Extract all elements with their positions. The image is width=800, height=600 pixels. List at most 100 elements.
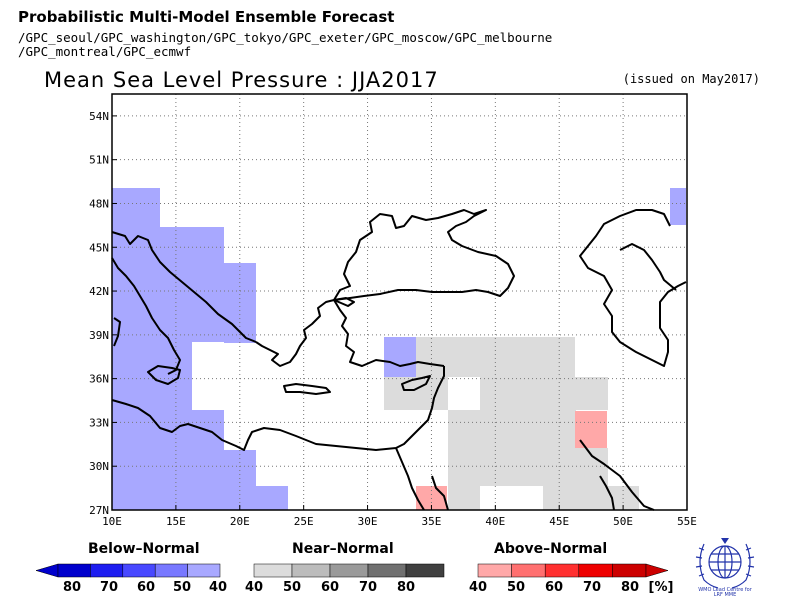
map-title: Mean Sea Level Pressure : JJA2017	[44, 68, 439, 92]
legend-near-swatch	[291, 563, 331, 578]
legend-below-label: 50	[172, 580, 192, 595]
cell-near	[384, 377, 448, 410]
legend-near-swatch	[367, 563, 407, 578]
legend-below-swatch	[90, 563, 124, 578]
coast-black-sea	[333, 209, 515, 301]
cell-near	[543, 486, 639, 510]
coast-north-africa	[111, 366, 445, 451]
below-normal-cells	[112, 188, 686, 510]
lat-tick-label: 48N	[89, 197, 109, 210]
cell-below	[256, 486, 288, 510]
legend-below-arrow	[35, 563, 59, 578]
gpc-list-line-1: /GPC_seoul/GPC_washington/GPC_tokyo/GPC_…	[18, 30, 553, 45]
lon-tick-label: 30E	[358, 515, 378, 528]
product-title: Probabilistic Multi-Model Ensemble Forec…	[18, 8, 395, 26]
lat-tick-label: 33N	[89, 416, 109, 429]
coast-gulf-inner	[599, 475, 615, 511]
legend-near-title: Near–Normal	[292, 541, 394, 557]
cell-near	[480, 377, 608, 410]
legend-above-label: 40	[468, 580, 488, 595]
cell-above	[575, 411, 607, 448]
cell-below	[160, 227, 224, 342]
cell-near	[448, 486, 480, 510]
coast-red-sea-west	[395, 447, 425, 511]
legend-below-label: 60	[136, 580, 156, 595]
coast-sea-of-marmara	[333, 297, 355, 307]
legend-near-label: 40	[244, 580, 264, 595]
legend-above-title: Above–Normal	[494, 541, 608, 557]
legend-near-label: 60	[320, 580, 340, 595]
lat-tick-label: 42N	[89, 285, 109, 298]
legend-above-swatch	[511, 563, 546, 578]
probability-cells	[112, 188, 686, 510]
legend-unit: [%]	[648, 580, 674, 595]
coast-cyprus	[401, 375, 431, 391]
lat-tick-label: 27N	[89, 504, 109, 517]
legend-below-label: 80	[62, 580, 82, 595]
coast-caspian-sea	[579, 209, 687, 367]
coast-gulf-suez-aqaba	[431, 475, 449, 511]
lon-tick-label: 10E	[102, 515, 122, 528]
lon-tick-label: 25E	[294, 515, 314, 528]
legend-above-label: 70	[582, 580, 602, 595]
coast-italy-west	[111, 257, 181, 375]
legend-below-swatch	[187, 563, 221, 578]
legend-below-swatch	[57, 563, 91, 578]
cell-below	[224, 450, 256, 510]
legend-near-label: 50	[282, 580, 302, 595]
legend-above-label: 60	[544, 580, 564, 595]
wmo-logo-icon	[695, 538, 755, 589]
coast-italy-adriatic	[111, 231, 257, 343]
logo-caption-line-1: WMO Lead Centre for	[698, 587, 752, 593]
lon-tick-label: 15E	[166, 515, 186, 528]
lat-tick-label: 54N	[89, 110, 109, 123]
coast-sicily	[147, 365, 181, 385]
cell-below	[670, 188, 686, 225]
legend-above-swatch	[578, 563, 613, 578]
lat-tick-label: 45N	[89, 241, 109, 254]
legend-above-label: 80	[620, 580, 640, 595]
map-frame	[111, 93, 688, 511]
gpc-list-line-2: /GPC_montreal/GPC_ecmwf	[18, 44, 192, 59]
legend-above-swatch	[477, 563, 512, 578]
near-normal-cells	[384, 337, 639, 510]
coastlines	[111, 209, 687, 511]
legend-near-label: 70	[358, 580, 378, 595]
axis-labels: 10E 15E 20E 25E 30E 35E 40E 45E 50E 55E 27N 30N 33N 3…	[89, 110, 697, 528]
legend-near-swatch	[253, 563, 293, 578]
lon-tick-label: 35E	[422, 515, 442, 528]
cell-below	[112, 188, 160, 510]
axis-ticks	[111, 115, 688, 511]
lat-tick-label: 39N	[89, 329, 109, 342]
legend-near-label: 80	[396, 580, 416, 595]
coast-persian-gulf	[579, 439, 655, 511]
lon-tick-label: 55E	[677, 515, 697, 528]
lon-tick-label: 45E	[549, 515, 569, 528]
coast-caspian-inner	[619, 243, 677, 291]
cell-near	[448, 410, 576, 486]
coast-sardinia	[113, 317, 121, 347]
logo-caption: WMO Lead Centre for LRF MME	[684, 588, 766, 598]
lat-tick-label: 51N	[89, 154, 109, 167]
legend-above-swatch	[612, 563, 647, 578]
lat-tick-label: 30N	[89, 460, 109, 473]
cell-below	[384, 337, 416, 377]
legend-below-swatch	[122, 563, 156, 578]
cell-below	[192, 410, 224, 510]
issued-date: (issued on May2017)	[622, 72, 760, 86]
legend-above-arrow	[645, 563, 669, 578]
lon-tick-label: 40E	[485, 515, 505, 528]
legend-above-label: 50	[506, 580, 526, 595]
legend-near-swatch	[405, 563, 445, 578]
legend-above-swatch	[544, 563, 580, 578]
graticule	[112, 94, 687, 510]
legend-below-swatch	[154, 563, 188, 578]
lat-tick-label: 36N	[89, 373, 109, 386]
legend	[35, 563, 669, 578]
lon-tick-label: 50E	[613, 515, 633, 528]
legend-below-label: 40	[208, 580, 228, 595]
lon-tick-label: 20E	[230, 515, 250, 528]
legend-near-swatch	[329, 563, 369, 578]
legend-below-title: Below–Normal	[88, 541, 200, 557]
